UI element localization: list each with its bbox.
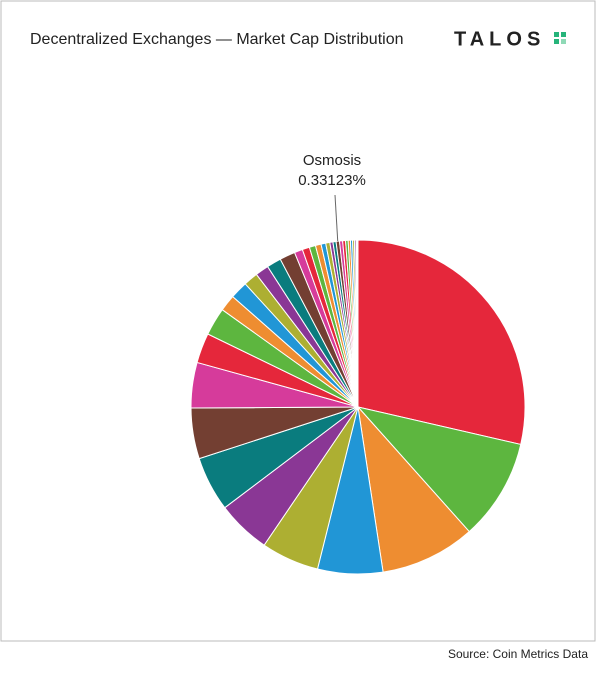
leader-line xyxy=(334,194,339,242)
brand-icon xyxy=(554,32,566,44)
slice-label: Osmosis xyxy=(303,152,361,169)
pie-slice xyxy=(356,406,522,533)
chart-title: Decentralized Exchanges — Market Cap Dis… xyxy=(30,31,404,48)
value-label: 0.33123% xyxy=(298,172,366,189)
brand: TALOS xyxy=(454,28,545,50)
pie-slice xyxy=(357,405,470,573)
pie-slice xyxy=(357,239,526,446)
source: Source: Coin Metrics Data xyxy=(448,647,588,661)
pie-slice xyxy=(356,239,359,408)
